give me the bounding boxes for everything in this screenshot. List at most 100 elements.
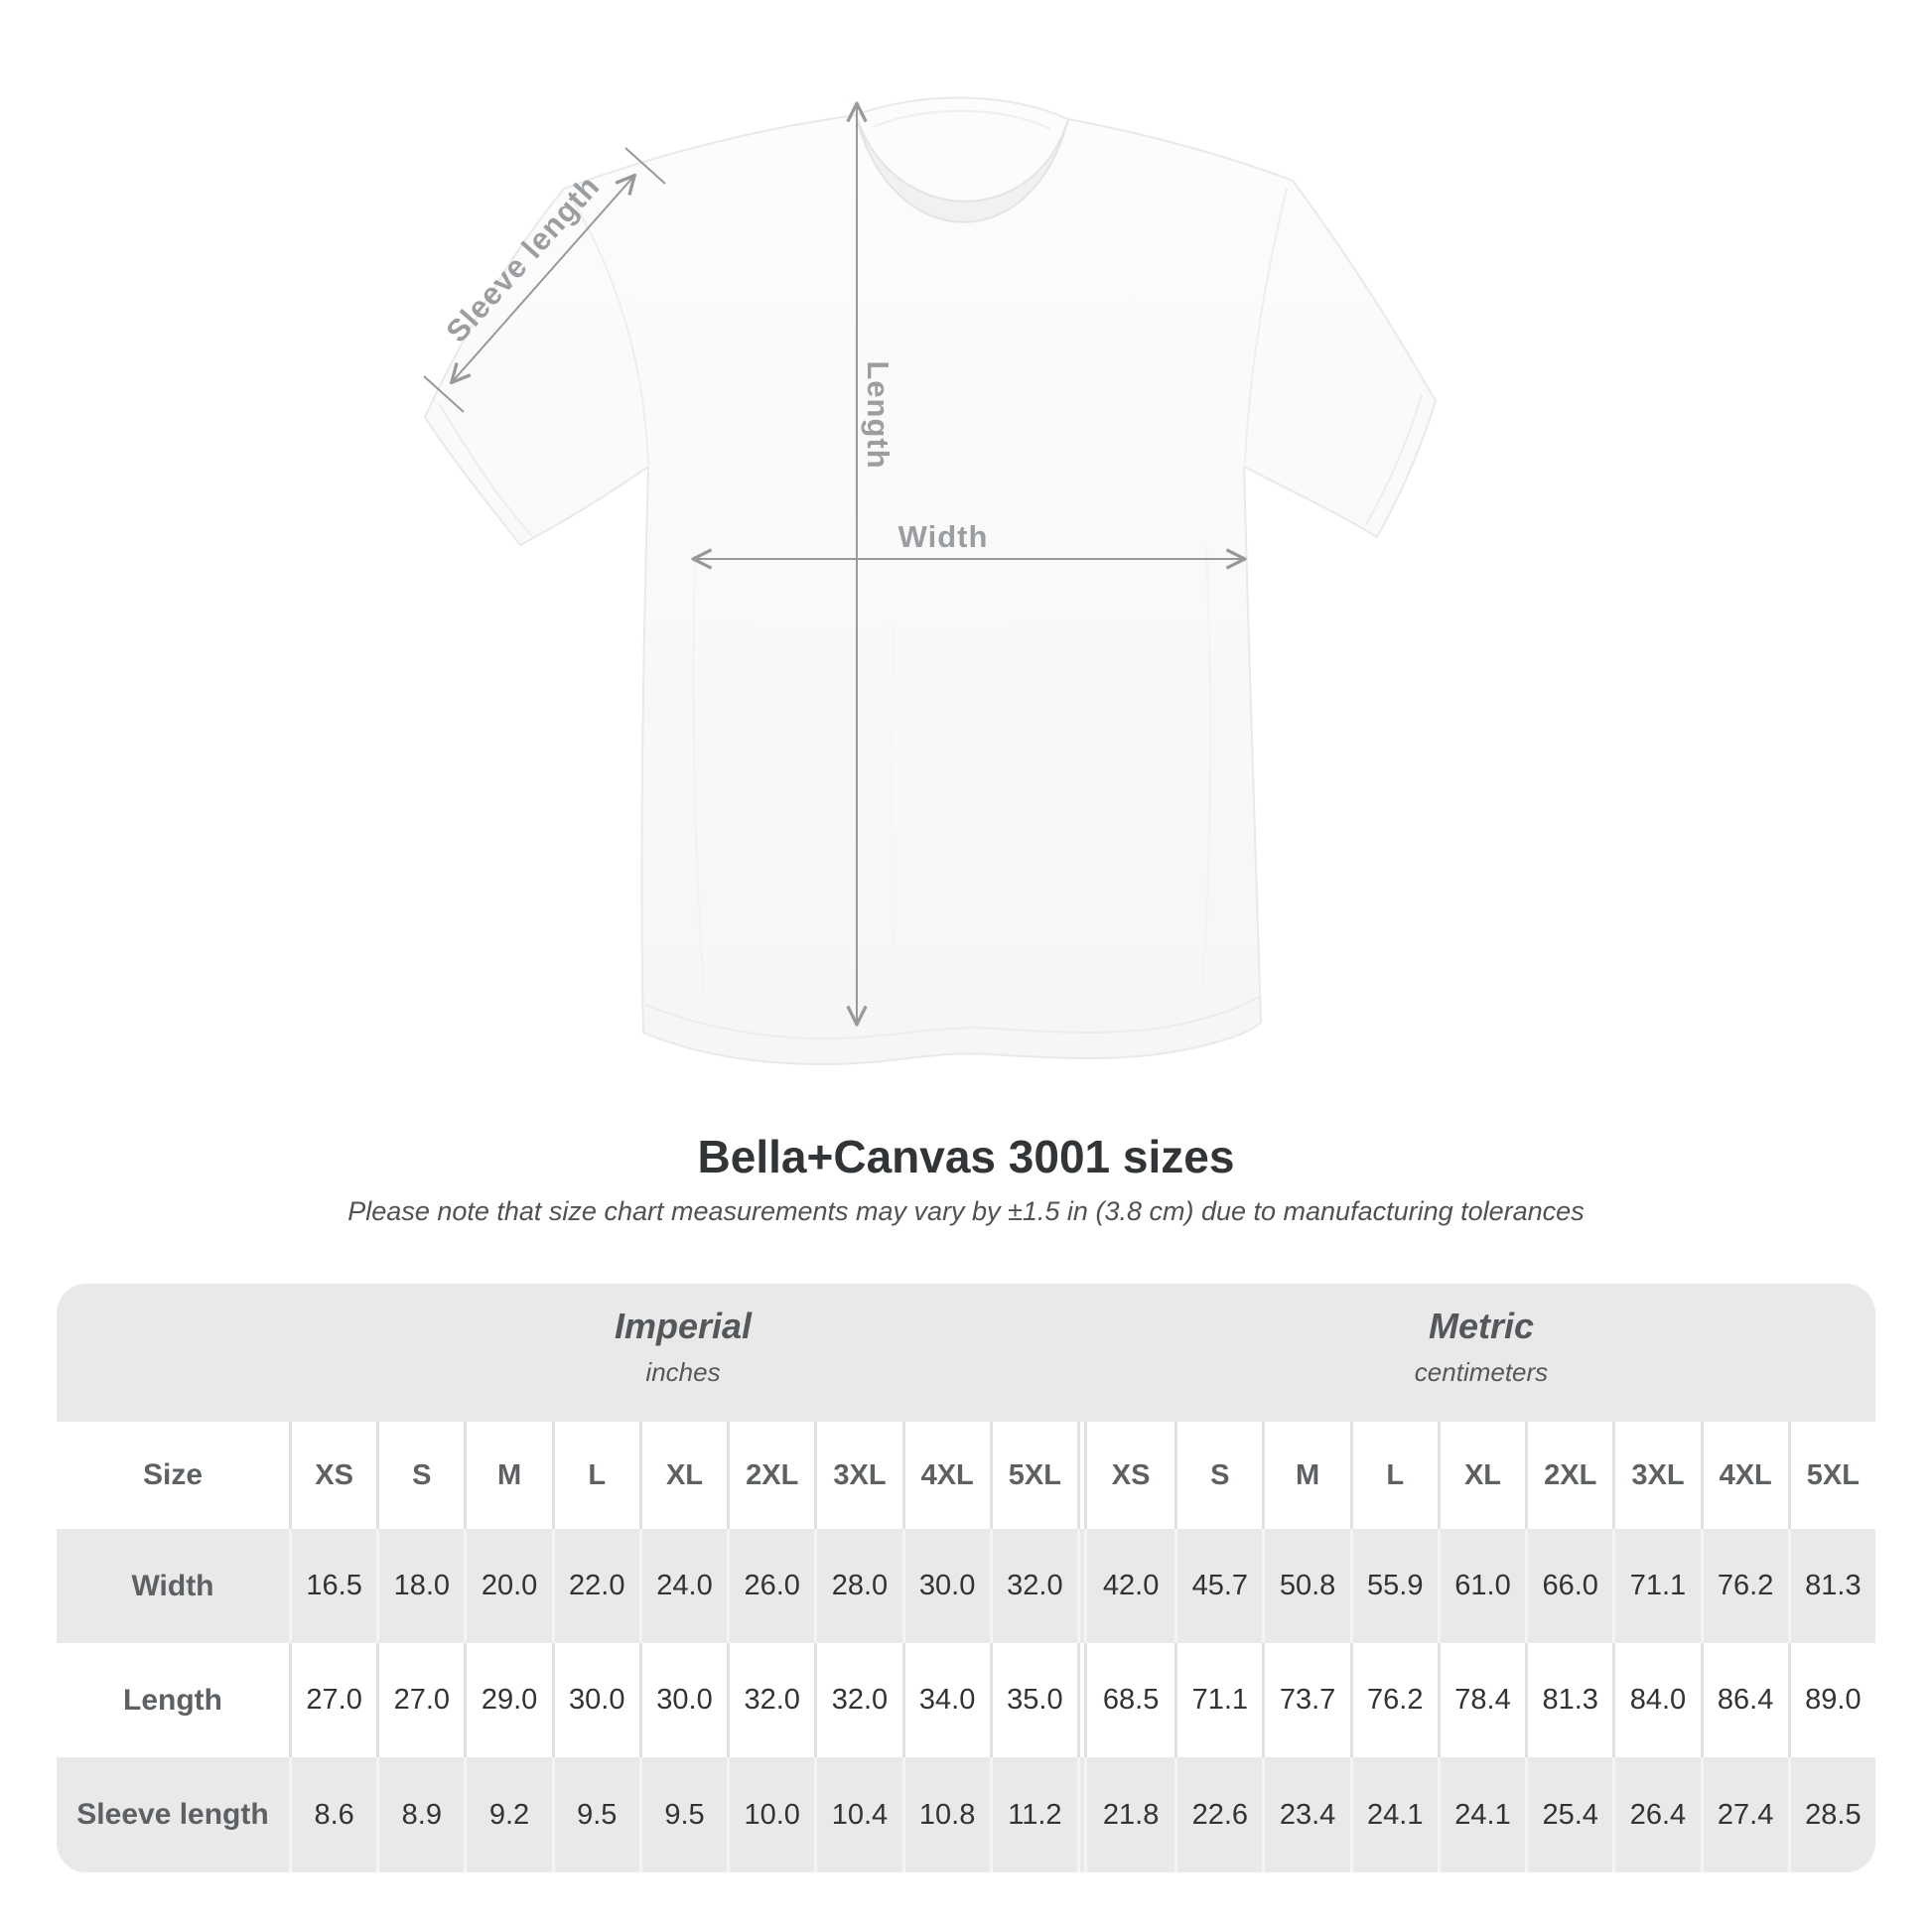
metric-value-cell: 22.6 <box>1174 1757 1262 1872</box>
imperial-value-cell: 28.0 <box>814 1529 901 1643</box>
metric-group-label: Metric <box>1428 1306 1535 1346</box>
metric-value-cell: 27.4 <box>1700 1757 1788 1872</box>
tolerance-note: Please note that size chart measurements… <box>347 1196 1585 1226</box>
metric-value-cell: 24.1 <box>1437 1757 1525 1872</box>
tshirt-diagram <box>423 96 1438 1066</box>
imperial-group-label: Imperial <box>614 1306 753 1346</box>
metric-value-cell: 78.4 <box>1437 1643 1525 1757</box>
sleeve-length-arrow <box>453 177 633 381</box>
metric-value-cell: 23.4 <box>1262 1757 1349 1872</box>
group-divider <box>1076 1422 1087 1529</box>
imperial-size-header: 3XL <box>814 1422 901 1529</box>
size-table-card: Imperial inches Metric centimeters Size X… <box>57 1284 1875 1872</box>
imperial-value-cell: 30.0 <box>638 1643 727 1757</box>
group-divider-spacer <box>1077 1284 1087 1422</box>
row-label: Width <box>131 1569 214 1602</box>
sleeve-arrow-tick-bottom <box>423 375 465 413</box>
row-label: Sleeve length <box>76 1798 269 1831</box>
metric-value-cell: 68.5 <box>1102 1684 1160 1716</box>
size-column-header: Size <box>142 1458 204 1491</box>
metric-size-header: S <box>1174 1422 1262 1529</box>
imperial-value-cell: 11.2 <box>989 1757 1077 1872</box>
metric-value-cell: 55.9 <box>1349 1529 1438 1643</box>
imperial-value-cell: 24.0 <box>638 1529 727 1643</box>
imperial-value-cell: 34.0 <box>901 1643 990 1757</box>
metric-value-cell: 86.4 <box>1700 1643 1788 1757</box>
imperial-value-cell: 32.0 <box>727 1643 814 1757</box>
width-label: Width <box>897 519 989 554</box>
row-label: Length <box>123 1683 222 1717</box>
metric-value-cell: 81.3 <box>1787 1529 1875 1643</box>
imperial-size-header: 4XL <box>901 1422 990 1529</box>
measurement-row: Width 16.5 18.0 20.0 22.0 24.0 26.0 28.0 30.0 32.… <box>57 1529 1875 1643</box>
imperial-value-cell: 9.2 <box>464 1757 551 1872</box>
metric-value-cell: 61.0 <box>1437 1529 1525 1643</box>
imperial-value-cell: 27.0 <box>376 1643 464 1757</box>
metric-value-cell: 81.3 <box>1525 1643 1612 1757</box>
metric-value-cell: 73.7 <box>1262 1643 1349 1757</box>
imperial-size-header: XS <box>289 1422 376 1529</box>
tshirt-illustration <box>423 96 1438 1066</box>
measurement-row: Length 27.0 27.0 29.0 30.0 30.0 32.0 32.0 34.0 35… <box>57 1643 1875 1757</box>
size-table-grid: Size XS S M L XL 2XL 3XL 4XL 5XL XS S M L XL 2XL 3XL 4XL 5… <box>57 1422 1875 1872</box>
imperial-value-cell: 32.0 <box>814 1643 901 1757</box>
metric-value-cell: 66.0 <box>1525 1529 1612 1643</box>
metric-value-cell: 89.0 <box>1787 1643 1875 1757</box>
metric-value-cell: 71.1 <box>1612 1529 1700 1643</box>
sleeve-arrow-tick-top <box>624 147 666 185</box>
metric-size-header: 4XL <box>1700 1422 1788 1529</box>
imperial-size-header: M <box>464 1422 551 1529</box>
imperial-value-cell: 9.5 <box>551 1757 639 1872</box>
metric-size-header: L <box>1349 1422 1438 1529</box>
imperial-size-header: L <box>551 1422 639 1529</box>
metric-value-cell: 42.0 <box>1102 1570 1160 1601</box>
metric-value-cell: 84.0 <box>1612 1643 1700 1757</box>
imperial-value-cell: 10.0 <box>727 1757 814 1872</box>
metric-size-header: M <box>1262 1422 1349 1529</box>
imperial-value-cell: 9.5 <box>638 1757 727 1872</box>
metric-value-cell: 25.4 <box>1525 1757 1612 1872</box>
imperial-size-header: 2XL <box>727 1422 814 1529</box>
group-divider <box>1076 1529 1087 1643</box>
imperial-value-cell: 35.0 <box>989 1643 1077 1757</box>
imperial-size-header: S <box>376 1422 464 1529</box>
metric-value-cell: 24.1 <box>1349 1757 1438 1872</box>
metric-value-cell: 76.2 <box>1349 1643 1438 1757</box>
metric-group-header: Metric centimeters <box>1087 1284 1875 1422</box>
imperial-value-cell: 27.0 <box>289 1643 376 1757</box>
band-spacer <box>57 1284 289 1422</box>
metric-group-unit: centimeters <box>1414 1357 1549 1387</box>
measurement-lines <box>423 105 1243 1023</box>
imperial-value-cell: 30.0 <box>901 1529 990 1643</box>
unit-group-band: Imperial inches Metric centimeters <box>57 1284 1875 1422</box>
imperial-value-cell: 10.8 <box>901 1757 990 1872</box>
imperial-value-cell: 20.0 <box>464 1529 551 1643</box>
metric-value-cell: 71.1 <box>1174 1643 1262 1757</box>
metric-value-cell: 26.4 <box>1612 1757 1700 1872</box>
metric-size-header: XS <box>1111 1458 1151 1491</box>
imperial-group-unit: inches <box>645 1357 721 1387</box>
imperial-value-cell: 8.6 <box>289 1757 376 1872</box>
metric-value-cell: 50.8 <box>1262 1529 1349 1643</box>
imperial-size-header: 5XL <box>989 1422 1077 1529</box>
imperial-group-header: Imperial inches <box>289 1284 1077 1422</box>
imperial-value-cell: 32.0 <box>989 1529 1077 1643</box>
metric-value-cell: 76.2 <box>1700 1529 1788 1643</box>
imperial-size-header: XL <box>638 1422 727 1529</box>
measurement-row: Sleeve length 8.6 8.9 9.2 9.5 9.5 10.0 10.4 10.8… <box>57 1757 1875 1872</box>
imperial-value-cell: 10.4 <box>814 1757 901 1872</box>
metric-size-header: XL <box>1437 1422 1525 1529</box>
size-header-row: Size XS S M L XL 2XL 3XL 4XL 5XL XS S M L XL 2XL 3XL 4XL 5… <box>57 1422 1875 1529</box>
length-label: Length <box>861 360 896 470</box>
group-divider <box>1076 1757 1087 1872</box>
imperial-value-cell: 29.0 <box>464 1643 551 1757</box>
imperial-value-cell: 16.5 <box>289 1529 376 1643</box>
imperial-value-cell: 26.0 <box>727 1529 814 1643</box>
metric-value-cell: 21.8 <box>1102 1798 1160 1831</box>
imperial-value-cell: 22.0 <box>551 1529 639 1643</box>
collar <box>855 114 1069 223</box>
imperial-value-cell: 8.9 <box>376 1757 464 1872</box>
metric-size-header: 5XL <box>1787 1422 1875 1529</box>
group-divider <box>1076 1643 1087 1757</box>
